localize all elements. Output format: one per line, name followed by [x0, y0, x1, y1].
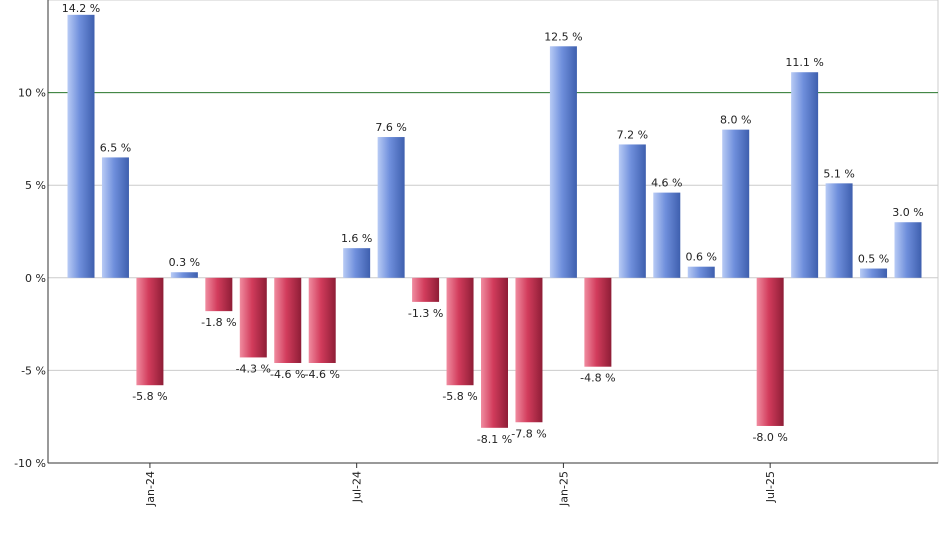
value-label: 4.6 %: [651, 177, 682, 190]
bar: [101, 157, 129, 278]
y-tick-label: -10 %: [14, 457, 46, 470]
x-tick-label: Jul-25: [764, 471, 777, 503]
bar: [170, 272, 198, 278]
value-label: 6.5 %: [100, 141, 131, 154]
y-tick-label: 0 %: [25, 272, 46, 285]
value-label: -1.8 %: [201, 316, 236, 329]
x-tick-label: Jul-24: [351, 471, 364, 503]
bar: [653, 192, 681, 278]
bar: [412, 277, 440, 302]
value-label: 12.5 %: [544, 30, 582, 43]
bar: [791, 72, 819, 278]
bar: [722, 129, 750, 278]
value-label: 11.1 %: [785, 56, 823, 69]
value-label: -8.0 %: [752, 431, 787, 444]
value-label: 1.6 %: [341, 232, 372, 245]
bar: [825, 183, 853, 278]
y-tick-label: 10 %: [18, 87, 46, 100]
value-label: 7.2 %: [617, 128, 648, 141]
value-label: 0.3 %: [169, 256, 200, 269]
value-label: -4.6 %: [304, 368, 339, 381]
bar: [343, 248, 371, 278]
value-label: 0.6 %: [686, 251, 717, 264]
value-label: -5.8 %: [442, 390, 477, 403]
bar: [67, 14, 95, 278]
value-label: 14.2 %: [62, 2, 100, 15]
value-label: 0.5 %: [858, 253, 889, 266]
bar: [205, 277, 233, 312]
bar: [584, 277, 612, 367]
bar: [549, 46, 577, 278]
value-label: -1.3 %: [408, 307, 443, 320]
x-tick-label: Jan-24: [144, 471, 157, 507]
bar: [687, 266, 715, 278]
bar: [239, 277, 267, 358]
bar: [481, 277, 508, 428]
value-label: 3.0 %: [892, 206, 923, 219]
bar: [274, 277, 302, 363]
value-label: -4.8 %: [580, 372, 615, 385]
x-tick-label: Jan-25: [557, 471, 570, 507]
bar: [446, 277, 474, 386]
value-label: -8.1 %: [477, 433, 512, 446]
bar: [515, 277, 543, 423]
y-tick-label: 5 %: [25, 179, 46, 192]
value-label: 7.6 %: [375, 121, 406, 134]
value-label: -7.8 %: [511, 427, 546, 440]
value-label: -4.6 %: [270, 368, 305, 381]
value-label: 8.0 %: [720, 114, 751, 127]
bar: [136, 277, 164, 386]
bar: [756, 277, 784, 426]
bar: [377, 137, 405, 278]
value-label: 5.1 %: [823, 167, 854, 180]
bar: [308, 277, 336, 363]
bar: [618, 144, 646, 278]
bar: [894, 222, 922, 278]
bar: [860, 268, 888, 278]
value-label: -4.3 %: [236, 362, 271, 375]
y-tick-label: -5 %: [21, 364, 46, 377]
value-label: -5.8 %: [132, 390, 167, 403]
